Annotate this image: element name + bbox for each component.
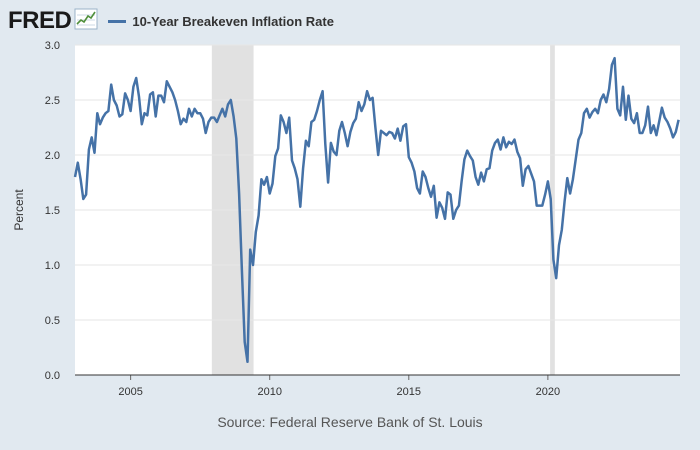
y-tick-label: 3.0 <box>45 40 60 52</box>
source-note: Source: Federal Reserve Bank of St. Loui… <box>217 414 483 430</box>
legend: 10-Year Breakeven Inflation Rate <box>108 14 334 29</box>
fred-logo[interactable]: FRED <box>8 7 72 34</box>
y-tick-label: 1.5 <box>45 205 60 217</box>
chart-header: FRED 10-Year Breakeven Inflation Rate <box>8 8 334 34</box>
x-tick-label: 2015 <box>397 386 421 398</box>
y-tick-label: 2.5 <box>45 95 60 107</box>
x-tick-label: 2005 <box>118 386 142 398</box>
legend-label[interactable]: 10-Year Breakeven Inflation Rate <box>132 13 334 29</box>
series-line[interactable] <box>73 56 680 364</box>
y-tick-label: 0.5 <box>45 315 60 327</box>
x-tick-label: 2020 <box>536 386 560 398</box>
y-axis-label: Percent <box>12 189 26 231</box>
y-tick-label: 1.0 <box>45 260 60 272</box>
y-tick-label: 2.0 <box>45 150 60 162</box>
line-chart-icon <box>74 8 98 35</box>
legend-swatch <box>108 19 127 23</box>
y-tick-label: 0.0 <box>45 370 60 382</box>
x-tick-label: 2010 <box>257 386 281 398</box>
chart-area: 0.0 0.5 1.0 1.5 2.0 2.5 3.0 2005 2010 2015 2020 Per… <box>12 40 680 398</box>
